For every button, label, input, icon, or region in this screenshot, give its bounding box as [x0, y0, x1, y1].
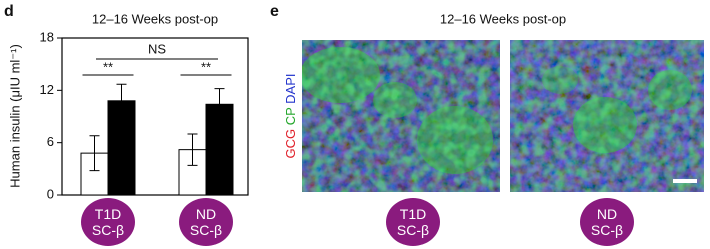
- y-tick-label: 18: [40, 29, 54, 44]
- annotation: **: [103, 59, 113, 74]
- annotation: NS: [148, 41, 166, 56]
- plot-frame: [61, 37, 249, 196]
- image-label: ND SC-β: [580, 198, 634, 246]
- y-tick-label: 12: [40, 82, 54, 97]
- panel-label: d: [4, 3, 14, 20]
- stain: GCG: [283, 129, 298, 159]
- y-tick-label: 6: [47, 134, 54, 149]
- chart-title: 12–16 Weeks post-op: [92, 11, 218, 26]
- stain: DAPI: [283, 73, 298, 103]
- panel-title: 12–16 Weeks post-op: [440, 11, 566, 26]
- error-bar: [116, 83, 127, 118]
- image-label: T1D SC-β: [386, 198, 440, 246]
- panel-label: e: [270, 3, 279, 20]
- x-tick-label: T1D SC-β: [91, 206, 125, 238]
- micrograph: [302, 40, 500, 192]
- stain-labels: GCG CP DAPI: [283, 73, 298, 158]
- micrograph: [510, 40, 704, 192]
- image-label-text: T1D SC-β: [396, 206, 430, 238]
- annotation: **: [201, 59, 211, 74]
- error-bar: [214, 88, 225, 121]
- category-label: T1D SC-β: [81, 198, 135, 246]
- y-tick-label: 0: [47, 186, 54, 201]
- x-tick-label: ND SC-β: [189, 206, 223, 238]
- image-label-text: ND SC-β: [590, 206, 624, 238]
- scale-bar: [673, 179, 697, 183]
- category-label: ND SC-β: [179, 198, 233, 246]
- error-bar: [89, 135, 100, 172]
- stain: CP: [283, 107, 298, 125]
- error-bar: [187, 133, 198, 166]
- y-axis-label: Human insulin (μIU ml⁻¹): [7, 44, 22, 188]
